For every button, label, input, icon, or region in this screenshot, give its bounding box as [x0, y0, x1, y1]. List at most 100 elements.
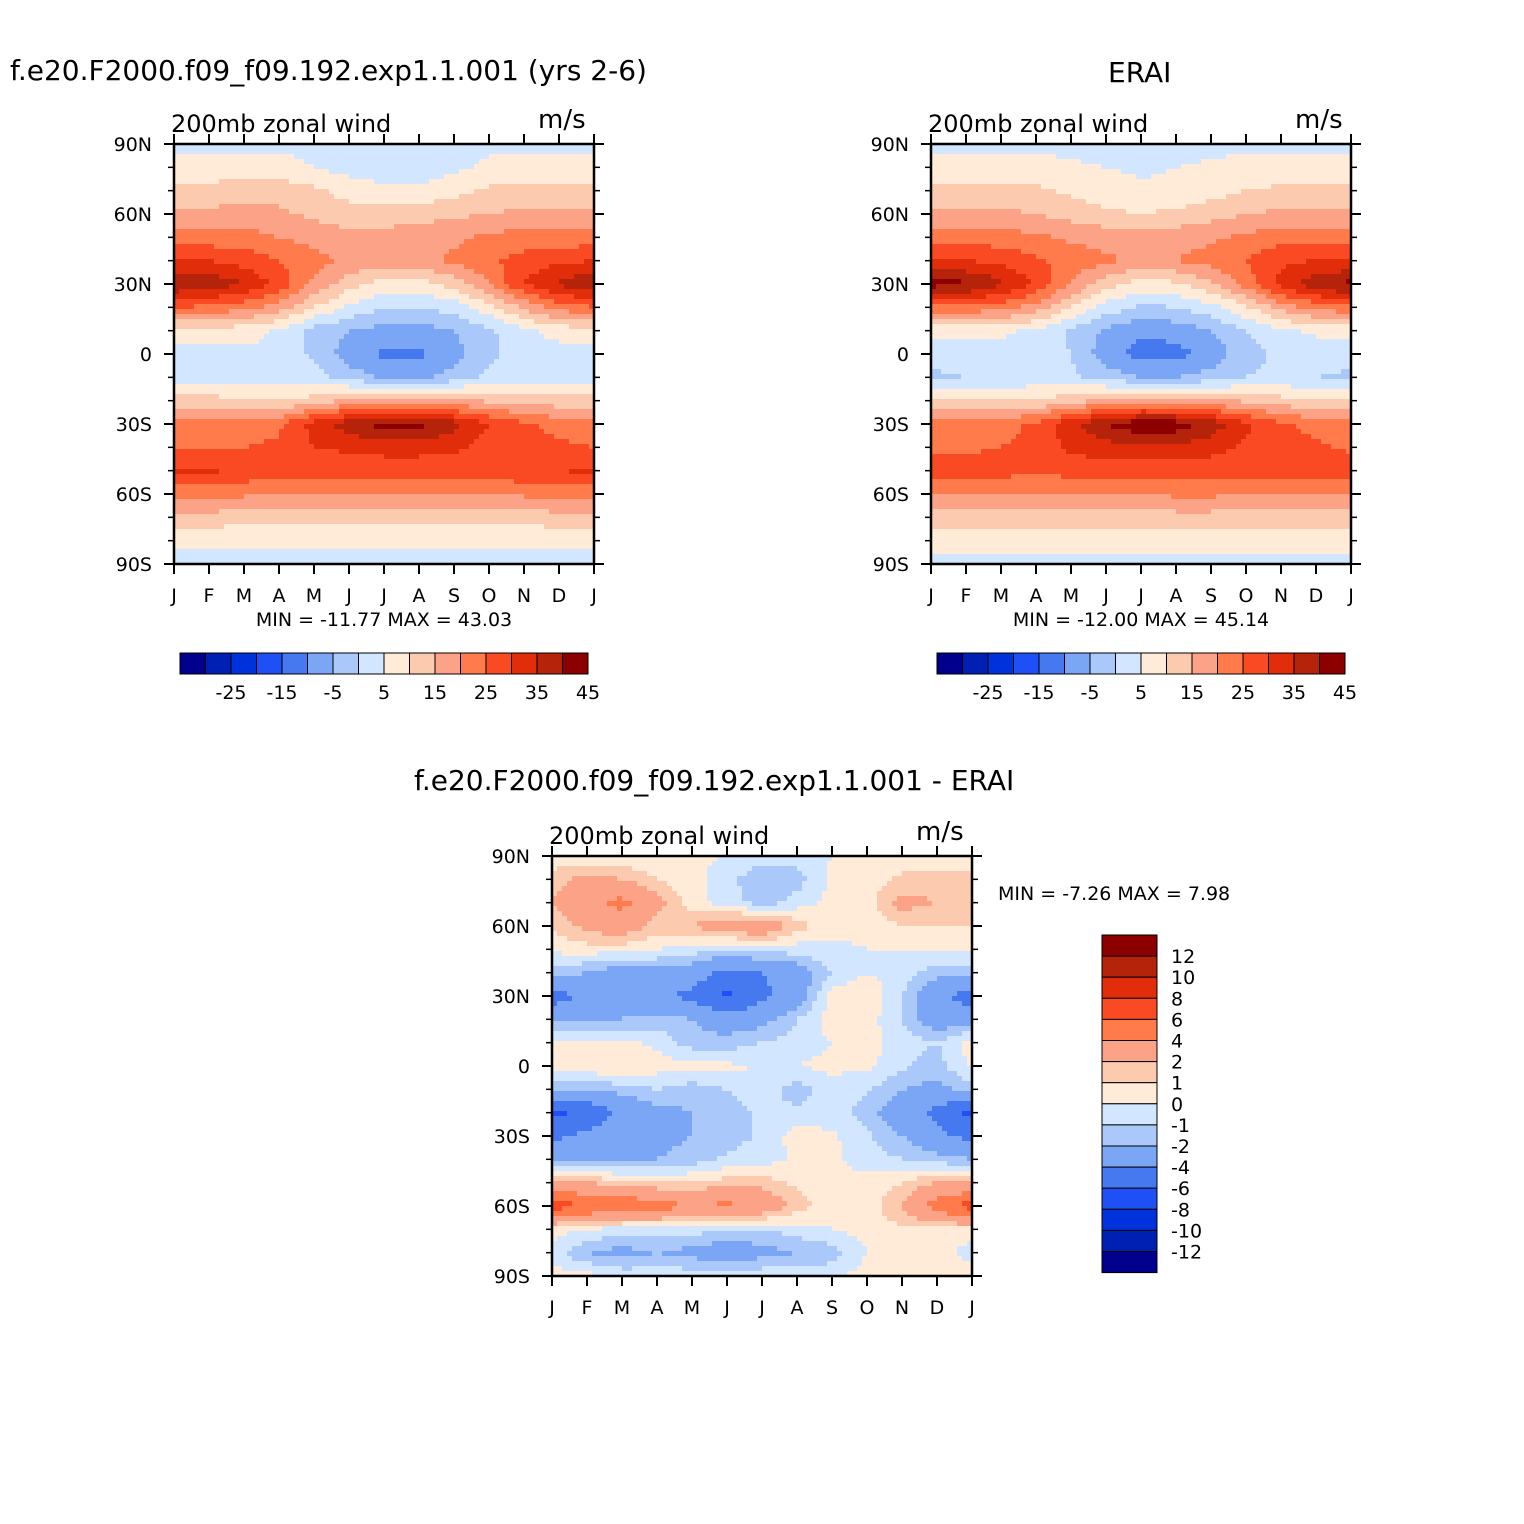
field-cell — [444, 284, 450, 290]
field-cell — [324, 279, 330, 285]
field-cell — [244, 179, 250, 185]
field-cell — [519, 259, 525, 265]
field-cell — [469, 354, 475, 360]
field-cell — [279, 354, 285, 360]
field-cell — [384, 194, 390, 200]
field-cell — [264, 229, 270, 235]
field-cell — [459, 229, 465, 235]
field-cell — [329, 329, 335, 335]
field-cell — [564, 299, 570, 305]
field-cell — [574, 289, 580, 295]
field-cell — [474, 294, 480, 300]
field-cell — [194, 164, 200, 170]
field-cell — [504, 369, 510, 375]
field-cell — [209, 404, 215, 410]
field-cell — [584, 209, 590, 215]
field-cell — [404, 179, 410, 185]
field-cell — [189, 389, 195, 395]
field-cell — [534, 434, 540, 440]
field-cell — [399, 434, 405, 440]
field-cell — [194, 329, 200, 335]
field-cell — [399, 274, 405, 280]
field-cell — [489, 294, 495, 300]
field-cell — [534, 164, 540, 170]
field-cell — [179, 229, 185, 235]
field-cell — [294, 284, 300, 290]
field-cell — [394, 159, 400, 165]
field-cell — [324, 294, 330, 300]
field-cell — [434, 374, 440, 380]
field-cell — [324, 324, 330, 330]
field-cell — [424, 389, 430, 395]
field-cell — [589, 389, 595, 395]
field-cell — [434, 274, 440, 280]
field-cell — [234, 209, 240, 215]
field-cell — [224, 304, 230, 310]
field-cell — [359, 219, 365, 225]
field-cell — [414, 269, 420, 275]
field-cell — [509, 329, 515, 335]
field-cell — [479, 209, 485, 215]
field-cell — [334, 189, 340, 195]
field-cell — [409, 279, 415, 285]
field-cell — [504, 364, 510, 370]
field-cell — [349, 254, 355, 260]
field-cell — [569, 224, 575, 230]
field-cell — [229, 209, 235, 215]
field-cell — [234, 329, 240, 335]
field-cell — [299, 379, 305, 385]
field-cell — [349, 329, 355, 335]
field-cell — [184, 319, 190, 325]
field-cell — [579, 299, 585, 305]
field-cell — [554, 359, 560, 365]
field-cell — [474, 264, 480, 270]
field-cell — [534, 184, 540, 190]
field-cell — [174, 189, 180, 195]
field-cell — [549, 294, 555, 300]
field-cell — [569, 219, 575, 225]
field-cell — [339, 364, 345, 370]
field-cell — [304, 244, 310, 250]
field-cell — [474, 274, 480, 280]
field-cell — [274, 214, 280, 220]
field-cell — [219, 284, 225, 290]
field-cell — [274, 334, 280, 340]
field-cell — [449, 214, 455, 220]
field-cell — [219, 309, 225, 315]
field-cell — [274, 204, 280, 210]
field-cell — [364, 224, 370, 230]
field-cell — [239, 369, 245, 375]
field-cell — [319, 284, 325, 290]
field-cell — [184, 414, 190, 420]
field-cell — [409, 294, 415, 300]
field-cell — [514, 194, 520, 200]
field-cell — [569, 284, 575, 290]
field-cell — [199, 249, 205, 255]
field-cell — [209, 429, 215, 435]
field-cell — [409, 299, 415, 305]
field-cell — [289, 294, 295, 300]
field-cell — [314, 229, 320, 235]
field-cell — [324, 144, 330, 150]
field-cell — [259, 409, 265, 415]
field-cell — [569, 409, 575, 415]
field-cell — [394, 339, 400, 345]
field-cell — [449, 369, 455, 375]
field-cell — [249, 364, 255, 370]
field-cell — [254, 219, 260, 225]
field-cell — [469, 164, 475, 170]
field-cell — [444, 249, 450, 255]
field-cell — [529, 399, 535, 405]
field-cell — [419, 279, 425, 285]
field-cell — [454, 434, 460, 440]
field-cell — [189, 369, 195, 375]
field-cell — [274, 404, 280, 410]
field-cell — [314, 359, 320, 365]
field-cell — [524, 309, 530, 315]
field-cell — [189, 274, 195, 280]
field-cell — [444, 164, 450, 170]
field-cell — [494, 384, 500, 390]
field-cell — [239, 234, 245, 240]
field-cell — [239, 264, 245, 270]
field-cell — [409, 429, 415, 435]
